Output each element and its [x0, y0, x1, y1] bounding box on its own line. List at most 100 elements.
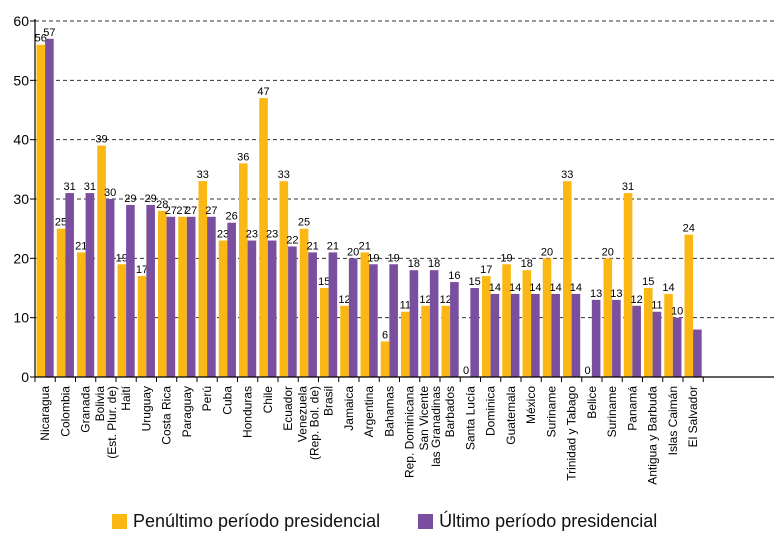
data-label: 26	[226, 211, 238, 223]
data-label: 29	[124, 193, 136, 205]
data-label: 6	[382, 329, 388, 341]
bar-penultimo	[401, 311, 410, 377]
legend-label-penultimo: Penúltimo período presidencial	[133, 510, 381, 531]
x-tick-label: Trinidad y Tabago	[565, 386, 579, 481]
data-label: 16	[448, 270, 460, 282]
bar-penultimo	[684, 234, 694, 377]
bar-penultimo	[664, 293, 673, 377]
x-tick-label: Nicaragua	[38, 386, 52, 441]
bar-penultimo	[320, 288, 329, 377]
x-tick-label: Rep. Dominicana	[403, 386, 417, 478]
data-label: 27	[185, 205, 197, 217]
x-tick-label: Islas Caimán	[666, 386, 680, 455]
data-label: 15	[642, 276, 654, 288]
y-tick-label: 20	[13, 250, 29, 266]
bar-ultimo	[470, 288, 479, 377]
bar-ultimo	[65, 193, 74, 377]
data-label: 19	[367, 252, 379, 264]
data-label: 17	[480, 264, 492, 276]
x-tick-label: Suriname	[605, 386, 619, 438]
legend-swatch-ultimo	[418, 513, 434, 529]
x-tick-label: Jamaica	[342, 386, 356, 431]
bar-ultimo	[612, 299, 621, 377]
data-label: 47	[257, 86, 269, 98]
bar-ultimo	[571, 293, 581, 377]
x-tick-label: Perú	[200, 386, 214, 411]
x-tick-label: Venezuela(Rep. Bol. de)	[295, 386, 321, 460]
x-tick-label: Brasil	[322, 386, 336, 416]
bar-ultimo	[389, 264, 398, 377]
bar-ultimo	[672, 317, 682, 377]
x-tick-label: Belice	[585, 386, 599, 419]
x-tick-label: Granada	[79, 386, 93, 433]
data-label: 27	[205, 205, 217, 217]
bar-ultimo	[288, 246, 297, 377]
bar-ultimo	[409, 270, 419, 377]
data-label: 33	[561, 169, 573, 181]
data-label: 57	[43, 27, 55, 39]
x-tick-label: Chile	[261, 386, 275, 414]
data-label: 14	[570, 282, 582, 294]
bar-penultimo	[117, 264, 127, 377]
bar-ultimo	[166, 216, 176, 377]
data-label: 21	[327, 240, 339, 252]
x-tick-label: Argentina	[362, 386, 376, 438]
data-label: 31	[64, 181, 76, 193]
y-tick-label: 0	[21, 369, 29, 385]
x-tick-label: Suriname	[544, 386, 558, 438]
bar-penultimo	[340, 305, 349, 377]
bar-ultimo	[146, 204, 155, 377]
legend-swatch-penultimo	[112, 513, 127, 529]
data-label: 12	[338, 294, 350, 306]
bar-penultimo	[239, 163, 248, 377]
bar-ultimo	[591, 299, 601, 377]
data-label: 13	[610, 288, 622, 300]
bar-ultimo	[328, 252, 338, 377]
data-label: 21	[75, 240, 87, 252]
bar-penultimo	[441, 305, 451, 377]
bar-penultimo	[623, 193, 633, 377]
data-label: 0	[584, 365, 590, 377]
bar-ultimo	[308, 252, 317, 377]
data-label: 14	[529, 282, 541, 294]
data-label: 19	[116, 252, 128, 264]
bar-ultimo	[369, 264, 378, 377]
data-label: 12	[419, 294, 431, 306]
data-label: 14	[550, 282, 562, 294]
data-label: 14	[489, 282, 501, 294]
x-tick-label: Costa Rica	[160, 386, 174, 445]
data-label: 21	[307, 240, 319, 252]
data-label: 18	[428, 258, 440, 270]
bar-penultimo	[522, 270, 532, 377]
bar-ultimo	[450, 282, 459, 377]
data-label: 18	[521, 258, 533, 270]
data-label: 13	[590, 288, 602, 300]
data-label: 12	[440, 294, 452, 306]
y-tick-label: 60	[13, 13, 29, 29]
legend-item-penultimo: Penúltimo período presidencial	[112, 511, 380, 532]
bar-ultimo	[85, 193, 95, 377]
bar-penultimo	[36, 44, 46, 377]
data-label: 11	[651, 300, 662, 312]
y-tick-label: 50	[13, 72, 29, 88]
data-label: 25	[55, 217, 67, 229]
x-tick-label: Guatemala	[504, 386, 518, 445]
data-label: 23	[246, 229, 258, 241]
x-tick-label: Barbados	[443, 386, 457, 437]
bar-ultimo	[267, 240, 277, 377]
x-tick-label: Haití	[119, 385, 133, 410]
data-label: 15	[318, 276, 330, 288]
bar-penultimo	[380, 341, 390, 377]
data-label: 36	[237, 151, 249, 163]
bar-penultimo	[299, 228, 309, 377]
data-label: 33	[278, 169, 290, 181]
x-tick-label: Honduras	[241, 386, 255, 438]
bar-penultimo	[360, 252, 370, 377]
data-label: 25	[298, 217, 310, 229]
bar-ultimo	[126, 204, 135, 377]
bar-ultimo	[632, 305, 641, 377]
y-tick-label: 30	[13, 191, 29, 207]
x-tick-label: Santa Lucía	[463, 386, 477, 450]
y-tick-label: 40	[13, 132, 29, 148]
